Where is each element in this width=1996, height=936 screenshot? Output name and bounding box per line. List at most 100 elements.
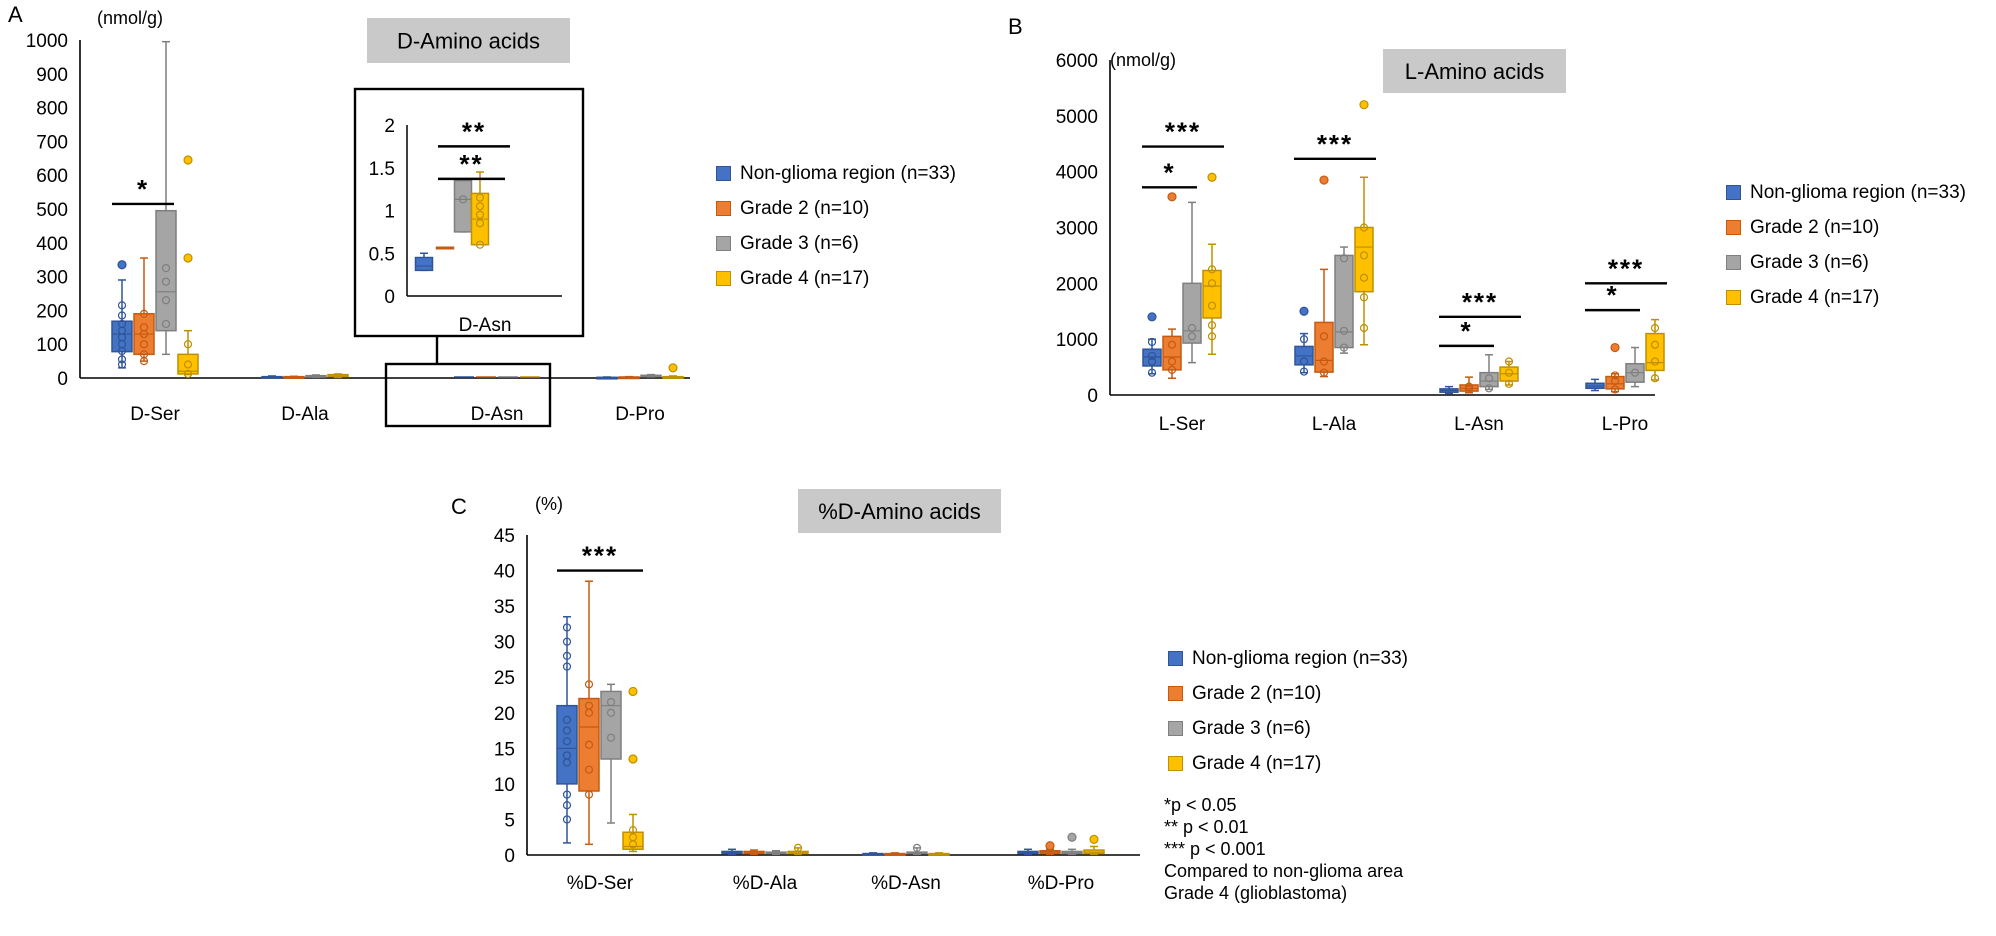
data-point [183, 369, 193, 379]
y-tick-label: 5000 [1056, 107, 1098, 128]
y-tick-label: 10 [494, 775, 515, 796]
legend-label: Grade 4 (n=17) [740, 267, 870, 289]
data-point [1319, 332, 1329, 341]
data-point [475, 202, 485, 211]
y-tick-label: 500 [36, 200, 68, 221]
box-iqr [453, 179, 473, 233]
data-point [793, 843, 803, 852]
outlier-point [1359, 100, 1369, 110]
box-iqr [1605, 375, 1625, 390]
box-grade3 [1625, 346, 1645, 388]
box-grade2 [1314, 175, 1334, 378]
data-point [1207, 321, 1217, 330]
x-category-label: D-Pro [615, 404, 665, 425]
x-category-label: L-Ala [1312, 414, 1357, 435]
x-category-label: D-Ala [281, 404, 329, 425]
data-point [1630, 368, 1640, 377]
box-iqr [1314, 321, 1334, 373]
data-point [1147, 368, 1157, 377]
data-point [183, 340, 193, 349]
box-iqr [1334, 254, 1354, 349]
legend-swatch [1168, 721, 1183, 736]
data-point [458, 195, 468, 204]
box-nonglioma [721, 848, 743, 856]
legend-swatch [716, 236, 731, 251]
y-tick-label: 30 [494, 633, 515, 654]
data-point [562, 651, 572, 660]
x-category-label: L-Asn [1454, 414, 1504, 435]
box-grade2 [283, 375, 305, 379]
y-axis-unit: (%) [535, 494, 563, 514]
data-point [1187, 332, 1197, 341]
y-tick-label: 200 [36, 301, 68, 322]
data-point [1610, 385, 1620, 394]
data-point [1187, 323, 1197, 333]
data-point [1147, 337, 1157, 347]
data-point [584, 740, 594, 749]
data-point [1650, 357, 1660, 366]
y-tick-label: 0 [57, 369, 68, 390]
box-grade2 [743, 849, 765, 856]
box-nonglioma [1585, 378, 1605, 392]
legend-swatch [1168, 651, 1183, 666]
outlier-point [1045, 841, 1055, 851]
box-grade3 [600, 683, 622, 824]
panel-letter: C [451, 494, 467, 519]
legend-item-grade2: Grade 2 (n=10) [1168, 676, 1408, 711]
legend-item-grade3: Grade 3 (n=6) [1168, 711, 1408, 746]
y-tick-label: 300 [36, 268, 68, 289]
y-tick-label: 20 [494, 704, 515, 725]
data-point [1359, 293, 1369, 302]
outlier-point [1299, 306, 1309, 316]
box-iqr [600, 690, 622, 760]
y-tick-label: 5 [504, 810, 515, 831]
box-grade3 [640, 373, 662, 378]
data-point [562, 737, 572, 746]
data-point [161, 277, 171, 286]
box-grade3 [1182, 201, 1202, 364]
box-grade2 [884, 852, 906, 856]
box-grade3 [155, 40, 177, 356]
y-tick-label: 3000 [1056, 219, 1098, 240]
data-point [1207, 301, 1217, 310]
legend-label: Grade 2 (n=10) [1192, 682, 1322, 704]
y-tick-label: 40 [494, 562, 515, 583]
legend-swatch [1726, 255, 1741, 270]
data-point [139, 350, 149, 359]
outlier-point [1089, 834, 1099, 844]
data-point [1167, 340, 1177, 349]
data-point [1167, 365, 1177, 374]
box-nonglioma [1142, 312, 1162, 377]
box-nonglioma [1294, 306, 1314, 376]
data-point [584, 680, 594, 689]
outlier-point [628, 754, 638, 764]
y-tick-label: 6000 [1056, 51, 1098, 72]
significance-label: *** [1317, 129, 1353, 159]
data-point [1504, 357, 1514, 366]
legend-label: Grade 4 (n=17) [1750, 286, 1880, 308]
box-iqr [155, 209, 177, 332]
data-point [117, 355, 127, 364]
data-point [1339, 326, 1349, 335]
data-point [606, 733, 616, 742]
y-tick-label: 35 [494, 597, 515, 618]
outlier-point [668, 363, 678, 373]
box-nonglioma [261, 375, 283, 379]
box-grade4 [928, 852, 950, 856]
data-point [117, 360, 127, 369]
box-iqr [1645, 332, 1665, 372]
y-axis-unit: (nmol/g) [1110, 50, 1176, 70]
data-point [1359, 223, 1369, 232]
box-iqr [1162, 335, 1182, 371]
legend-label: Grade 2 (n=10) [1750, 216, 1880, 238]
data-point [606, 698, 616, 707]
data-point [1359, 273, 1369, 282]
box-grade4 [662, 363, 684, 379]
data-point [584, 765, 594, 774]
legend-item-grade2: Grade 2 (n=10) [716, 191, 956, 226]
y-tick-label: 1000 [1056, 330, 1098, 351]
box-grade4 [177, 155, 199, 379]
x-category-label: D-Ser [130, 404, 180, 425]
data-point [1207, 279, 1217, 288]
legend-item-grade3: Grade 3 (n=6) [1726, 245, 1966, 280]
